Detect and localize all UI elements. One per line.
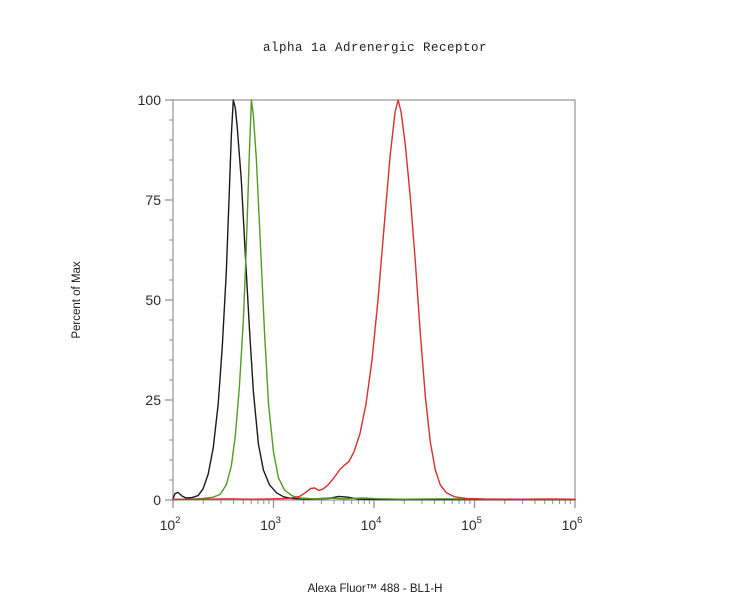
- black-histogram-curve: [172, 99, 576, 501]
- x-tick-base: 10: [562, 517, 578, 533]
- x-tick-label: 102: [160, 515, 181, 533]
- x-tick-label: 105: [461, 515, 482, 533]
- x-tick-base: 10: [160, 517, 176, 533]
- x-tick-exponent: 6: [577, 515, 582, 526]
- y-tick-label: 75: [145, 192, 161, 208]
- x-tick-label: 106: [562, 515, 583, 533]
- y-tick-label: 100: [138, 92, 162, 108]
- x-tick-base: 10: [461, 517, 477, 533]
- green-histogram-curve: [172, 99, 576, 501]
- y-tick-label: 0: [153, 492, 161, 508]
- x-tick-exponent: 2: [175, 515, 180, 526]
- plot-border: [172, 99, 576, 501]
- y-axis-label: Percent of Max: [71, 261, 83, 339]
- x-tick-label: 103: [260, 515, 281, 533]
- histogram-curves: [172, 99, 576, 501]
- axis-ticks: [165, 99, 576, 508]
- x-axis-label: Alexa Fluor™ 488 - BL1-H: [308, 583, 443, 595]
- x-tick-base: 10: [260, 517, 276, 533]
- red-histogram-curve: [172, 99, 576, 501]
- x-tick-base: 10: [361, 517, 377, 533]
- x-tick-exponent: 5: [477, 515, 482, 526]
- chart-title: alpha 1a Adrenergic Receptor: [263, 41, 487, 55]
- y-tick-label: 50: [145, 292, 161, 308]
- y-tick-label: 25: [145, 392, 161, 408]
- x-tick-exponent: 4: [376, 515, 381, 526]
- x-tick-exponent: 3: [276, 515, 281, 526]
- plot-frame: [172, 99, 576, 501]
- x-tick-label: 104: [361, 515, 382, 533]
